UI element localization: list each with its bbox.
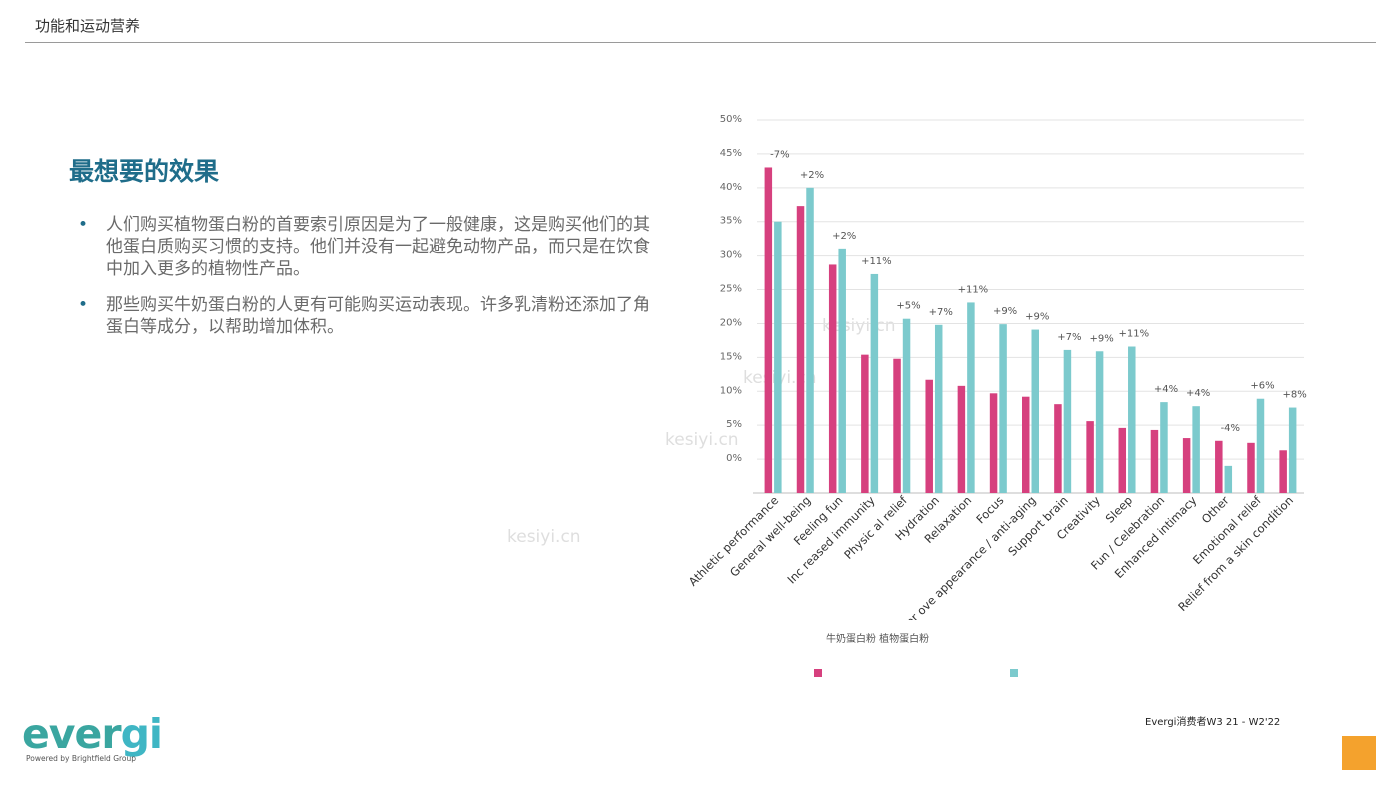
- diff-annotation: +2%: [800, 170, 824, 181]
- bar-chart: 50%45%40%35%30%25%20%15%10%5%0%-7%Athlet…: [686, 114, 1307, 620]
- bar-milk: [1054, 404, 1062, 493]
- bar-plant: [1095, 351, 1104, 493]
- diff-annotation: +9%: [1089, 333, 1113, 344]
- diff-annotation: +11%: [958, 284, 989, 295]
- bullet-item: • 人们购买植物蛋白粉的首要索引原因是为了一般健康，这是购买他们的其他蛋白质购买习…: [78, 214, 663, 280]
- diff-annotation: +7%: [1057, 332, 1081, 343]
- diff-annotation: +4%: [1186, 388, 1210, 399]
- diff-annotation: +6%: [1250, 381, 1274, 392]
- y-tick-label: 50%: [720, 114, 742, 125]
- bar-milk: [861, 354, 869, 493]
- diff-annotation: +5%: [896, 301, 920, 312]
- y-tick-label: 25%: [720, 284, 742, 295]
- bar-milk: [989, 393, 998, 493]
- bar-milk: [1086, 421, 1094, 493]
- logo-word-part: gi: [120, 710, 163, 758]
- diff-annotation: +11%: [1118, 329, 1149, 340]
- bar-plant: [999, 324, 1007, 493]
- bar-milk: [796, 206, 805, 493]
- y-tick-label: 15%: [720, 351, 742, 362]
- bar-plant: [934, 324, 943, 493]
- bullet-text: 那些购买牛奶蛋白粉的人更有可能购买运动表现。许多乳清粉还添加了角蛋白等成分，以帮…: [106, 295, 650, 337]
- bullet-dot-icon: •: [78, 295, 89, 315]
- bullet-list: • 人们购买植物蛋白粉的首要索引原因是为了一般健康，这是购买他们的其他蛋白质购买习…: [78, 214, 663, 352]
- bar-plant: [1192, 406, 1200, 493]
- bar-plant: [1031, 329, 1039, 493]
- header-divider: [25, 42, 1376, 43]
- diff-annotation: +7%: [929, 307, 953, 318]
- y-tick-label: 45%: [720, 148, 742, 159]
- diff-annotation: -4%: [1221, 423, 1240, 434]
- page-headline: 最想要的效果: [69, 157, 220, 186]
- bar-plant: [1063, 349, 1072, 493]
- bar-milk: [925, 379, 933, 493]
- bar-milk: [1118, 427, 1127, 493]
- bar-milk: [828, 264, 837, 493]
- bullet-item: • 那些购买牛奶蛋白粉的人更有可能购买运动表现。许多乳清粉还添加了角蛋白等成分，以…: [78, 294, 663, 338]
- bar-milk: [1215, 440, 1223, 493]
- bar-plant: [902, 318, 911, 493]
- bar-milk: [1279, 450, 1287, 493]
- corner-accent-box: [1342, 736, 1376, 770]
- legend-swatch-milk: [814, 669, 822, 677]
- bar-plant: [838, 248, 846, 493]
- watermark-text: kesiyi.cn: [665, 430, 739, 450]
- legend-swatch-plant: [1010, 669, 1018, 677]
- bar-milk: [1022, 396, 1030, 493]
- bar-milk: [1182, 438, 1191, 493]
- y-tick-label: 0%: [726, 453, 742, 464]
- bar-plant: [1160, 402, 1168, 493]
- diff-annotation: +9%: [1025, 312, 1049, 323]
- bullet-text: 人们购买植物蛋白粉的首要索引原因是为了一般健康，这是购买他们的其他蛋白质购买习惯…: [106, 215, 650, 279]
- y-tick-label: 5%: [726, 419, 742, 430]
- legend-text: 牛奶蛋白粉 植物蛋白粉: [826, 634, 930, 645]
- diff-annotation: +11%: [861, 256, 892, 267]
- bar-plant: [1128, 346, 1136, 493]
- bullet-dot-icon: •: [78, 215, 89, 235]
- bar-plant: [967, 302, 975, 493]
- bar-plant: [774, 221, 782, 493]
- header-title: 功能和运动营养: [35, 17, 141, 35]
- logo-tagline: Powered by Brightfield Group: [26, 754, 137, 763]
- bar-milk: [957, 385, 966, 493]
- diff-annotation: +9%: [993, 306, 1017, 317]
- evergi-logo: evergi Powered by Brightfield Group: [22, 710, 163, 763]
- y-tick-label: 30%: [720, 250, 742, 261]
- diff-annotation: +8%: [1283, 390, 1307, 401]
- bar-plant: [1288, 407, 1297, 493]
- y-tick-label: 40%: [720, 182, 742, 193]
- bar-plant: [1256, 398, 1265, 493]
- bar-plant: [870, 273, 879, 493]
- logo-word-part: ever: [22, 710, 122, 758]
- bar-milk: [1247, 442, 1255, 493]
- bar-plant: [1224, 465, 1233, 493]
- logo-wordmark: evergi: [22, 710, 163, 758]
- diff-annotation: +2%: [832, 231, 856, 242]
- bar-milk: [764, 167, 773, 493]
- bar-plant: [806, 187, 814, 493]
- y-tick-label: 10%: [720, 385, 742, 396]
- watermark-text: kesiyi.cn: [507, 527, 581, 547]
- bar-milk: [1150, 429, 1159, 493]
- source-note: Evergi消费者W3 21 - W2'22: [1145, 717, 1281, 728]
- y-tick-label: 35%: [720, 216, 742, 227]
- bar-milk: [893, 358, 901, 493]
- y-tick-label: 20%: [720, 317, 742, 328]
- diff-annotation: +4%: [1154, 384, 1178, 395]
- diff-annotation: -7%: [770, 149, 789, 160]
